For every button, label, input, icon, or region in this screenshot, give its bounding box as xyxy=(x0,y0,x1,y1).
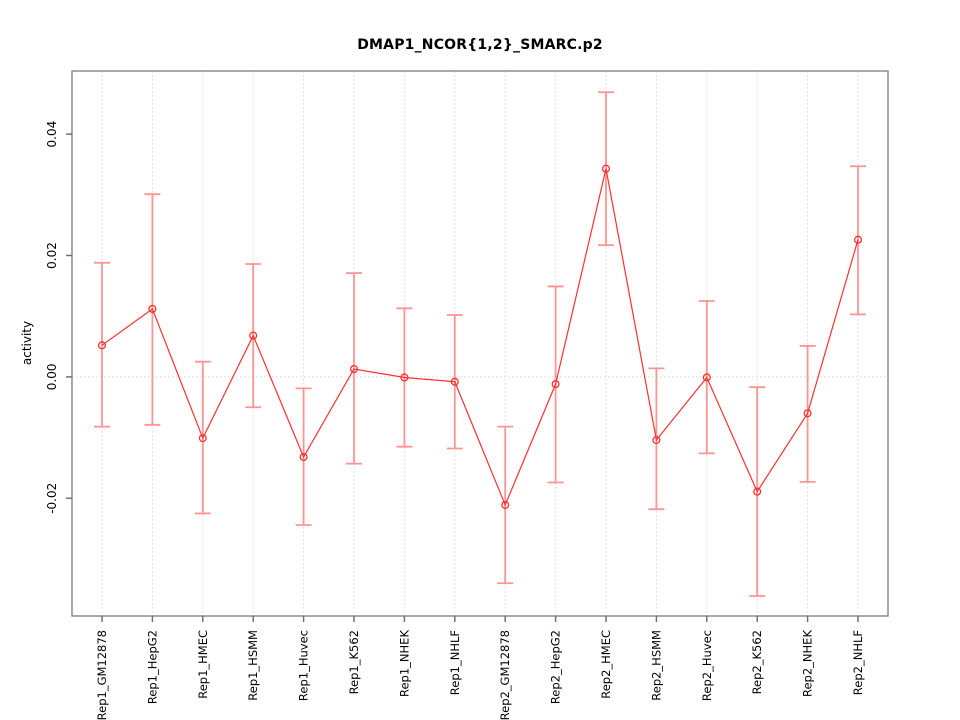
data-point-marker xyxy=(803,409,812,418)
data-point-marker xyxy=(198,434,207,443)
data-point-marker xyxy=(501,500,510,509)
data-point-marker xyxy=(400,373,409,382)
x-tick-label: Rep2_HSMM xyxy=(649,630,663,701)
x-tick-label: Rep1_Huvec xyxy=(297,630,311,701)
data-point-marker xyxy=(853,235,863,244)
data-point-marker xyxy=(702,373,711,382)
data-point-marker xyxy=(349,364,359,374)
x-tick-label: Rep1_HSMM xyxy=(246,630,260,701)
data-point-marker xyxy=(148,304,157,313)
y-tick-label: 0.02 xyxy=(45,242,59,269)
x-tick-label: Rep2_HMEC xyxy=(599,630,613,699)
x-tick-label: Rep1_NHEK xyxy=(397,630,411,697)
data-point-marker xyxy=(551,380,560,389)
x-tick-label: Rep2_NHLF xyxy=(851,630,865,695)
y-axis-label: activity xyxy=(20,320,34,366)
data-point-marker xyxy=(450,377,459,386)
data-point-marker xyxy=(299,452,308,462)
series-line xyxy=(101,168,859,507)
y-tick-label: 0.00 xyxy=(45,364,59,391)
x-tick-label: Rep1_K562 xyxy=(347,630,361,694)
x-tick-label: Rep2_NHEK xyxy=(801,630,815,697)
chart-title: DMAP1_NCOR{1,2}_SMARC.p2 xyxy=(357,37,603,53)
y-tick-label: 0.04 xyxy=(45,121,59,148)
plot-border xyxy=(71,70,889,617)
x-tick-label: Rep2_K562 xyxy=(750,630,764,694)
y-tick-label: -0.02 xyxy=(45,483,59,514)
x-tick-label: Rep2_GM12878 xyxy=(498,630,512,720)
data-point-marker xyxy=(753,487,762,496)
x-tick-label: Rep1_HMEC xyxy=(196,630,210,699)
data-point-marker xyxy=(601,164,611,173)
data-point-marker xyxy=(249,331,258,340)
data-point-marker xyxy=(97,341,107,350)
data-point-marker xyxy=(652,435,661,445)
x-tick-label: Rep1_GM12878 xyxy=(95,630,109,720)
x-tick-label: Rep2_HepG2 xyxy=(549,630,563,704)
x-tick-label: Rep2_Huvec xyxy=(700,630,714,701)
x-tick-label: Rep1_HepG2 xyxy=(145,630,159,704)
x-tick-label: Rep1_NHLF xyxy=(448,630,462,695)
